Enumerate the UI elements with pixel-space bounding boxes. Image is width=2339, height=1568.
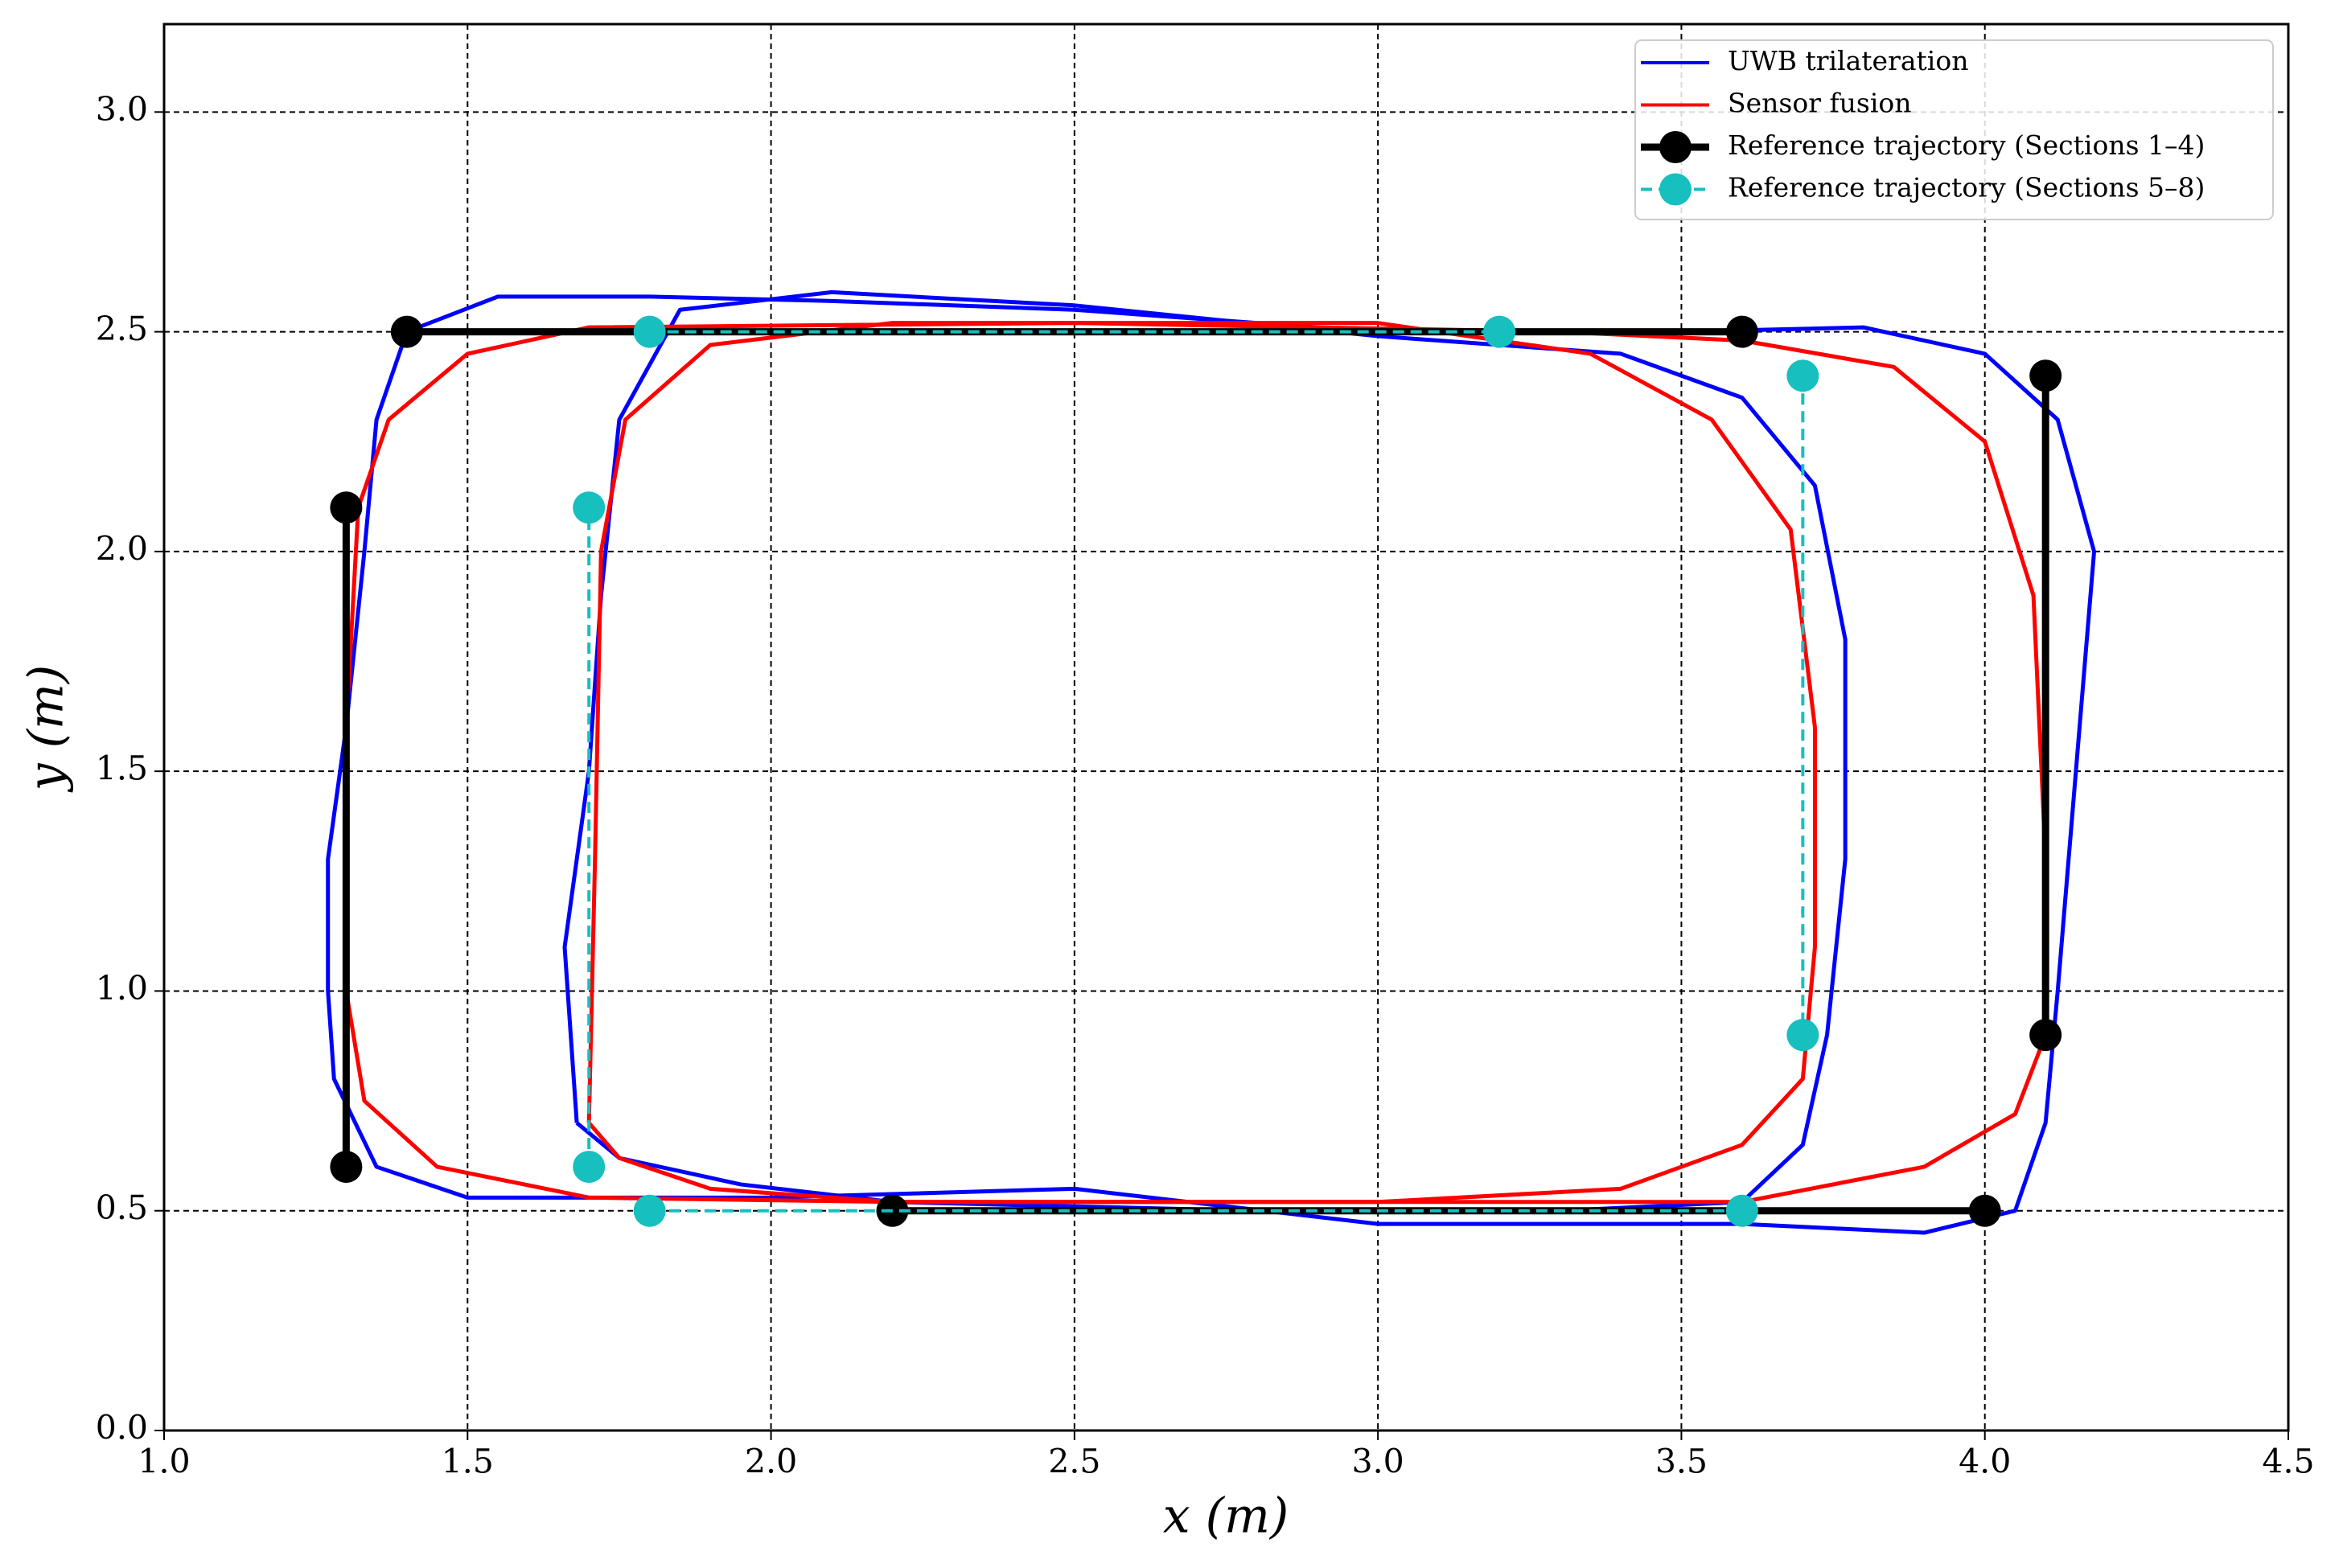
point	[573, 1151, 606, 1184]
x-tick-label: 4.0	[1959, 1443, 2011, 1481]
point	[633, 315, 666, 348]
x-tick-label: 2.5	[1048, 1443, 1100, 1481]
legend-label: Sensor fusion	[1728, 88, 1912, 119]
x-tick-label: 4.5	[2262, 1443, 2314, 1481]
legend-label: UWB trilateration	[1728, 45, 1968, 76]
point	[1786, 1019, 1819, 1052]
y-axis-label: y (m)	[18, 665, 75, 794]
legend-label: Reference trajectory (Sections 1–4)	[1728, 129, 2205, 161]
series-line	[343, 321, 2048, 1205]
x-axis-label: x (m)	[1163, 1488, 1289, 1545]
point	[573, 491, 606, 524]
point	[1968, 1194, 2001, 1227]
x-tick-label: 2.0	[745, 1443, 797, 1481]
point	[1786, 359, 1819, 392]
x-tick-label: 1.5	[442, 1443, 494, 1481]
y-tick-label: 2.5	[96, 310, 148, 348]
legend-marker	[1659, 173, 1692, 206]
x-tick-label: 3.5	[1655, 1443, 1708, 1481]
x-tick-label: 3.0	[1352, 1443, 1404, 1481]
point	[633, 1194, 666, 1227]
plot-frame	[162, 23, 2290, 1432]
point	[1483, 315, 1516, 348]
y-tick-label: 0.5	[96, 1188, 148, 1227]
point	[330, 1151, 363, 1184]
point	[390, 315, 423, 348]
point	[1725, 315, 1758, 348]
y-tick-label: 0.0	[96, 1409, 148, 1447]
point	[1725, 1194, 1758, 1227]
x-tick-label: 1.0	[138, 1443, 190, 1481]
legend-marker	[1659, 131, 1692, 163]
legend-label: Reference trajectory (Sections 5–8)	[1728, 172, 2205, 203]
series-line	[562, 289, 1848, 1213]
point	[2029, 1019, 2062, 1052]
y-tick-label: 2.0	[96, 529, 148, 568]
series-line	[326, 294, 2097, 1235]
legend-box	[1634, 39, 2274, 220]
y-tick-label: 1.0	[96, 969, 148, 1008]
y-tick-label: 1.5	[96, 749, 148, 788]
point	[330, 491, 363, 524]
series-line	[586, 321, 1817, 1205]
y-tick-label: 3.0	[96, 90, 148, 129]
point	[2029, 359, 2062, 392]
